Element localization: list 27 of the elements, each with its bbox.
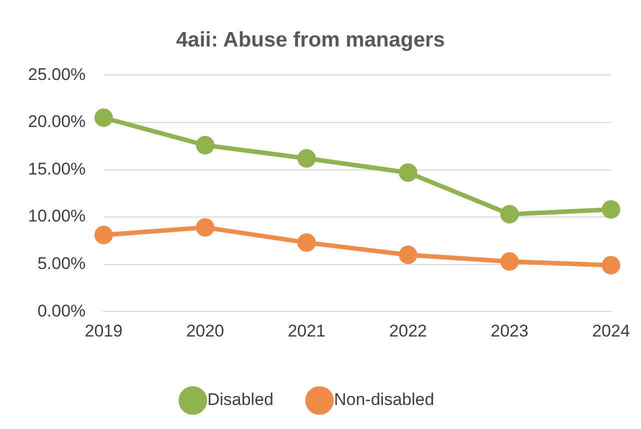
y-tick-label: 20.00% bbox=[28, 112, 86, 132]
x-tick-label: 2019 bbox=[84, 321, 123, 340]
legend-label: Non-disabled bbox=[334, 390, 434, 410]
y-tick-label: 5.00% bbox=[37, 254, 86, 274]
point bbox=[602, 200, 620, 219]
y-tick-label: 25.00% bbox=[28, 64, 86, 84]
x-tick-label: 2023 bbox=[490, 321, 528, 340]
point bbox=[94, 108, 113, 127]
point bbox=[398, 163, 418, 182]
x-tick-label: 2020 bbox=[186, 321, 224, 340]
x-tick-label: 2024 bbox=[592, 321, 630, 340]
point bbox=[196, 218, 214, 237]
y-tick-label: 10.00% bbox=[28, 206, 86, 226]
x-tick-label: 2021 bbox=[288, 321, 326, 340]
y-tick-label: 0.00% bbox=[37, 301, 86, 320]
y-tick-label: 15.00% bbox=[28, 159, 86, 178]
point bbox=[94, 226, 113, 244]
x-tick-label: 2022 bbox=[389, 321, 427, 340]
point bbox=[297, 149, 316, 168]
point bbox=[500, 252, 519, 271]
point bbox=[297, 233, 316, 252]
point bbox=[602, 256, 620, 275]
point bbox=[196, 136, 214, 154]
point bbox=[500, 204, 519, 224]
point bbox=[398, 246, 418, 264]
chart-title: 4aii: Abuse from managers bbox=[176, 28, 445, 52]
legend-label: Disabled bbox=[207, 390, 274, 410]
